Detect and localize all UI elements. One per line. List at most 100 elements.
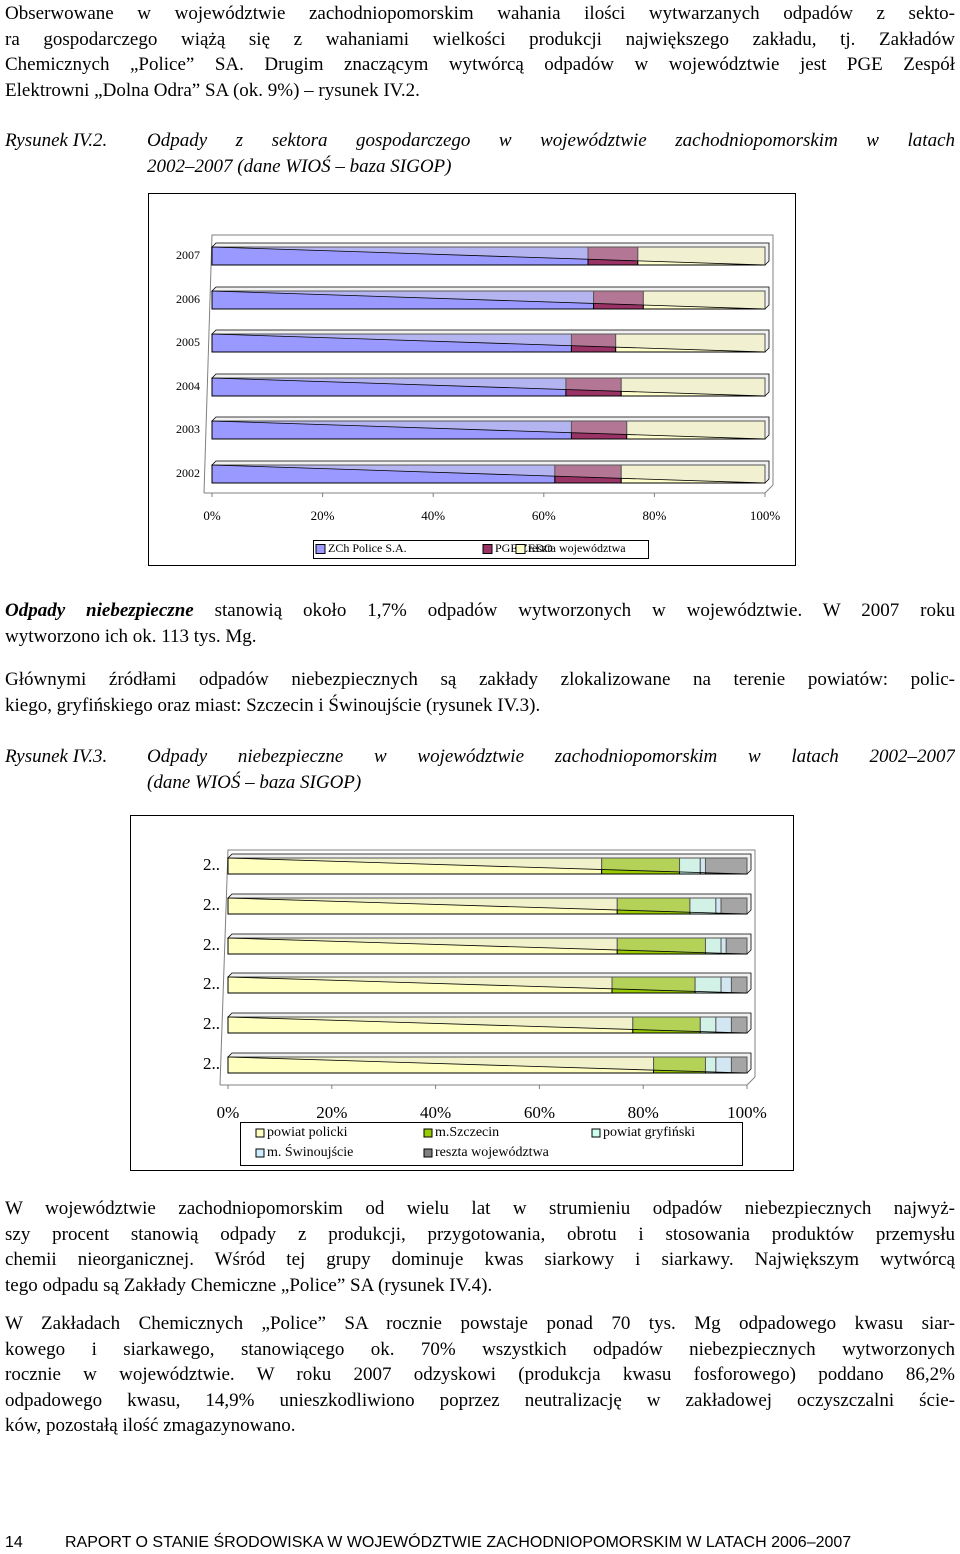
y-tick-label: 2.. (203, 1014, 220, 1033)
text-line: Obserwowane w województwie zachodniopomo… (5, 3, 955, 24)
bar-depth (211, 460, 770, 484)
y-tick-label: 2.. (203, 895, 220, 914)
floor-edge (764, 484, 774, 494)
x-tick-label: 0% (217, 1103, 240, 1122)
bar-depth (227, 893, 752, 915)
x-tick-label: 0% (203, 508, 221, 523)
paragraph: Głównymi źródłami odpadów niebezpiecznyc… (5, 667, 955, 718)
bar-depth (227, 1012, 752, 1034)
text-line: 2002–2007 (dane WIOŚ – baza SIGOP) (147, 156, 452, 177)
paragraph: Obserwowane w województwie zachodniopomo… (5, 1, 955, 103)
text-line: szy procent stanowią odpady z produkcji,… (5, 1223, 955, 1245)
caption: Rysunek IV.3. Odpady niebezpieczne w woj… (5, 744, 955, 796)
floor-edge (746, 1076, 756, 1086)
legend-label: reszta województwa (435, 1145, 550, 1160)
chart: 0% 20% 40% 60% 80% 100% 2.. 2.. 2.. 2.. 2.. 2.. powi… (130, 815, 794, 1171)
legend-label: reszta województwa (528, 541, 626, 555)
legend-swatch (423, 1148, 433, 1158)
y-tick-label: 2004 (176, 379, 200, 393)
text-line: kiego, gryfińskiego oraz miast: Szczecin… (5, 694, 541, 716)
text-line: wytworzono ich ok. 113 tys. Mg. (5, 625, 257, 647)
footer-title: RAPORT O STANIE ŚRODOWISKA W WOJEWÓDZTWI… (65, 1534, 852, 1551)
x-tick-label: 20% (311, 508, 335, 523)
bar-depth (211, 329, 770, 353)
x-tick-label: 60% (532, 508, 556, 523)
caption-label: Rysunek IV.2. (5, 130, 108, 151)
bar-depth (211, 416, 770, 440)
bar-segment (704, 857, 748, 875)
bar-depth (211, 286, 770, 310)
text-line: odpadowego kwasu, 14,9% unieszkodliwiono… (5, 1389, 955, 1411)
text-line: Odpady niebezpieczne stanowią około 1,7%… (5, 598, 955, 624)
legend-swatch (482, 544, 493, 554)
legend-swatch (315, 544, 326, 554)
x-tick-label: 80% (628, 1103, 659, 1122)
legend-swatch (423, 1128, 433, 1138)
x-tick-label: 40% (421, 508, 445, 523)
text-line: tego odpadu są Zakłady Chemiczne „Police… (5, 1274, 493, 1296)
bar-segment (620, 464, 766, 484)
text-line: W Zakładach Chemicznych „Police” SA rocz… (5, 1313, 955, 1334)
bar-segment (642, 290, 766, 310)
chart: 0% 20% 40% 60% 80% 100% 2007 2006 2005 2004 2003 20… (148, 193, 796, 566)
legend-label: powiat policki (267, 1125, 348, 1140)
text-line: ków, pozostałą ilość zmagazynowano. (5, 1415, 296, 1436)
text-line: Odpady niebezpieczne w województwie zach… (147, 746, 955, 767)
bar-depth (211, 242, 770, 266)
paragraph: W województwie zachodniopomorskim od wie… (5, 1196, 955, 1298)
paragraph: W Zakładach Chemicznych „Police” SA rocz… (5, 1311, 955, 1439)
y-tick-label: 2007 (176, 248, 200, 262)
back-wall (203, 234, 774, 494)
bar-depth (227, 1052, 752, 1074)
y-tick-label: 2.. (203, 935, 220, 954)
text-line: Elektrowni „Dolna Odra” SA (ok. 9%) – ry… (5, 79, 420, 101)
bar-depth (227, 933, 752, 955)
legend-label: ZCh Police S.A. (328, 541, 407, 555)
legend-label: powiat gryfiński (603, 1125, 695, 1140)
legend-label: m.Szczecin (435, 1125, 499, 1140)
bar-segment (620, 377, 766, 397)
legend-label: m. Świnoujście (267, 1143, 353, 1160)
paragraph: Odpady niebezpieczne stanowią około 1,7%… (5, 598, 955, 649)
bar-depth (227, 853, 752, 875)
x-tick-label: 80% (642, 508, 666, 523)
bar-segment (626, 420, 766, 440)
bar-depth (227, 972, 752, 994)
bar-segment (615, 333, 766, 353)
text-line: rocznie w województwie. W roku 2007 odzy… (5, 1364, 955, 1385)
text-line: Chemicznych „Police” SA. Drugim znaczący… (5, 54, 955, 75)
y-tick-label: 2003 (176, 422, 200, 436)
text-line: Odpady z sektora gospodarczego w wojewód… (147, 130, 955, 151)
legend-box (240, 1122, 743, 1166)
legend-swatch (255, 1128, 265, 1138)
x-tick-label: 60% (524, 1103, 555, 1122)
page-number: 14 (5, 1534, 23, 1551)
text-line: Głównymi źródłami odpadów niebezpiecznyc… (5, 669, 955, 690)
caption: Rysunek IV.2. Odpady z sektora gospodarc… (5, 128, 955, 180)
back-wall (219, 849, 756, 1086)
y-tick-label: 2005 (176, 335, 200, 349)
y-tick-label: 2.. (203, 855, 220, 874)
y-tick-label: 2002 (176, 466, 200, 480)
text-line: ra gospodarczego wiążą się z wahaniami w… (5, 28, 955, 50)
bar-depth (211, 373, 770, 397)
legend-box (313, 540, 649, 559)
text: stanowią około 1,7% odpadów wytworzonych… (193, 600, 955, 621)
x-tick-label: 100% (750, 508, 781, 523)
y-tick-label: 2.. (203, 974, 220, 993)
caption-label: Rysunek IV.3. (5, 746, 108, 767)
bar-segment (637, 246, 766, 266)
legend-swatch (515, 544, 526, 554)
y-tick-label: 2006 (176, 292, 200, 306)
x-tick-label: 20% (316, 1103, 347, 1122)
legend-swatch (255, 1148, 265, 1158)
text-line: chemii nieorganicznej. Wśród tej grupy d… (5, 1249, 955, 1270)
text-line: (dane WIOŚ – baza SIGOP) (147, 772, 362, 793)
text-line: W województwie zachodniopomorskim od wie… (5, 1198, 955, 1219)
y-tick-label: 2.. (203, 1054, 220, 1073)
x-tick-label: 100% (727, 1103, 767, 1122)
x-tick-label: 40% (420, 1103, 451, 1122)
text-line: kowego i siarkawego, stanowiącego ok. 70… (5, 1338, 955, 1360)
emphasis: Odpady niebezpieczne (5, 600, 194, 621)
